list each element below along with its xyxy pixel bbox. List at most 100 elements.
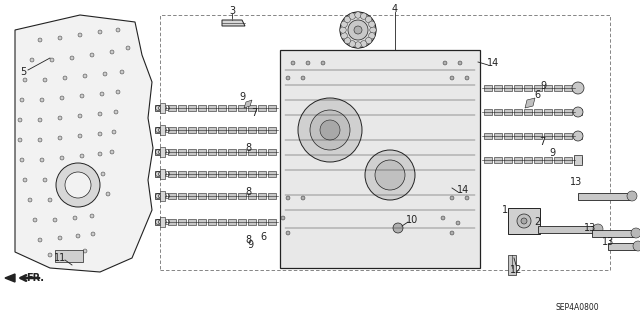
Bar <box>155 171 164 177</box>
Bar <box>238 127 246 133</box>
Circle shape <box>341 21 348 27</box>
Circle shape <box>321 61 325 65</box>
Circle shape <box>98 112 102 116</box>
Circle shape <box>114 110 118 114</box>
Circle shape <box>38 38 42 42</box>
Circle shape <box>458 61 462 65</box>
Bar <box>248 171 256 177</box>
Circle shape <box>344 37 351 44</box>
Circle shape <box>76 234 80 238</box>
Polygon shape <box>222 20 245 26</box>
Circle shape <box>360 41 367 47</box>
Bar <box>160 147 165 157</box>
Bar <box>534 85 542 91</box>
Circle shape <box>98 152 102 156</box>
Bar <box>534 133 542 139</box>
Bar <box>248 149 256 155</box>
Bar <box>168 219 176 225</box>
Bar <box>188 149 196 155</box>
Text: 9: 9 <box>549 148 555 158</box>
Text: SEP4A0800: SEP4A0800 <box>555 303 599 313</box>
Bar <box>198 171 206 177</box>
Circle shape <box>340 12 376 48</box>
Text: 5: 5 <box>20 67 26 77</box>
Circle shape <box>90 214 94 218</box>
Text: 1: 1 <box>502 205 508 215</box>
Bar <box>238 219 246 225</box>
Bar <box>228 127 236 133</box>
Circle shape <box>450 196 454 200</box>
Bar <box>564 157 572 163</box>
Bar <box>178 127 186 133</box>
Bar <box>504 133 512 139</box>
Circle shape <box>340 27 346 33</box>
Bar <box>268 127 276 133</box>
Bar <box>160 217 165 227</box>
Bar <box>238 149 246 155</box>
Circle shape <box>320 120 340 140</box>
Bar <box>524 157 532 163</box>
Text: 7: 7 <box>251 108 257 118</box>
Bar <box>208 105 216 111</box>
Bar <box>268 219 276 225</box>
Text: 13: 13 <box>570 177 582 187</box>
Bar <box>538 226 596 233</box>
Circle shape <box>98 30 102 34</box>
Circle shape <box>291 61 295 65</box>
Circle shape <box>100 92 104 96</box>
Bar <box>574 133 582 139</box>
Circle shape <box>286 196 290 200</box>
Bar <box>228 193 236 199</box>
Circle shape <box>78 33 82 37</box>
Bar <box>55 250 83 262</box>
Circle shape <box>441 216 445 220</box>
Bar <box>494 85 502 91</box>
Circle shape <box>369 21 375 27</box>
Bar <box>178 171 186 177</box>
Circle shape <box>70 56 74 60</box>
Circle shape <box>60 156 64 160</box>
Circle shape <box>83 174 87 178</box>
Bar <box>524 133 532 139</box>
Circle shape <box>63 176 67 180</box>
Bar <box>578 193 630 200</box>
Bar <box>188 193 196 199</box>
Circle shape <box>43 178 47 182</box>
Circle shape <box>63 76 67 80</box>
Text: 14: 14 <box>457 185 469 195</box>
Circle shape <box>465 76 469 80</box>
Bar <box>514 157 522 163</box>
Text: 4: 4 <box>392 4 398 14</box>
Bar <box>178 105 186 111</box>
Bar <box>484 133 492 139</box>
Circle shape <box>58 236 62 240</box>
Text: 9: 9 <box>239 92 245 102</box>
Text: 2: 2 <box>534 217 540 227</box>
Circle shape <box>58 36 62 40</box>
Circle shape <box>573 131 583 141</box>
Bar <box>188 219 196 225</box>
Bar <box>258 127 266 133</box>
Circle shape <box>341 33 348 39</box>
Text: 7: 7 <box>539 137 545 147</box>
Circle shape <box>60 96 64 100</box>
Circle shape <box>126 46 130 50</box>
Text: 3: 3 <box>229 6 235 16</box>
Bar <box>544 133 552 139</box>
Bar <box>484 85 492 91</box>
Circle shape <box>38 118 42 122</box>
Polygon shape <box>525 98 535 108</box>
Circle shape <box>365 150 415 200</box>
Bar <box>508 255 516 275</box>
Text: 9: 9 <box>247 240 253 250</box>
Bar <box>554 133 562 139</box>
Polygon shape <box>574 155 582 165</box>
Bar <box>258 149 266 155</box>
Circle shape <box>286 231 290 235</box>
Circle shape <box>33 218 37 222</box>
Circle shape <box>43 78 47 82</box>
Circle shape <box>110 150 114 154</box>
Bar <box>494 109 502 115</box>
Circle shape <box>80 94 84 98</box>
Circle shape <box>58 136 62 140</box>
